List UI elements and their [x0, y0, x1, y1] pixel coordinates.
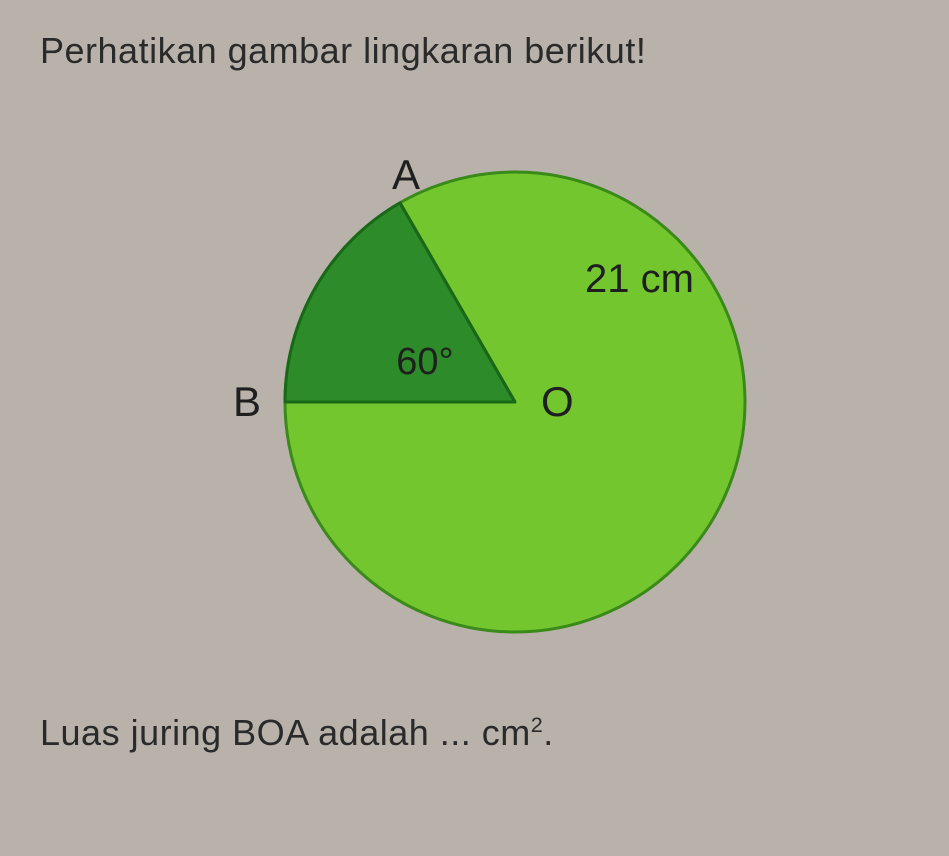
- diagram-area: A B O 21 cm 60°: [40, 102, 909, 672]
- question-bottom-prefix: Luas juring BOA adalah ... cm: [40, 712, 531, 753]
- label-o: O: [541, 378, 574, 425]
- page-container: Perhatikan gambar lingkaran berikut! A B O…: [0, 0, 949, 856]
- label-radius: 21 cm: [585, 257, 694, 301]
- question-bottom-suffix: .: [543, 712, 554, 753]
- label-a: A: [391, 151, 419, 198]
- question-text-bottom: Luas juring BOA adalah ... cm2.: [40, 712, 909, 754]
- question-text-top: Perhatikan gambar lingkaran berikut!: [40, 30, 909, 72]
- label-b: B: [232, 378, 260, 425]
- circle-diagram: A B O 21 cm 60°: [165, 102, 785, 672]
- label-angle: 60°: [396, 341, 453, 383]
- question-bottom-exp: 2: [531, 712, 544, 737]
